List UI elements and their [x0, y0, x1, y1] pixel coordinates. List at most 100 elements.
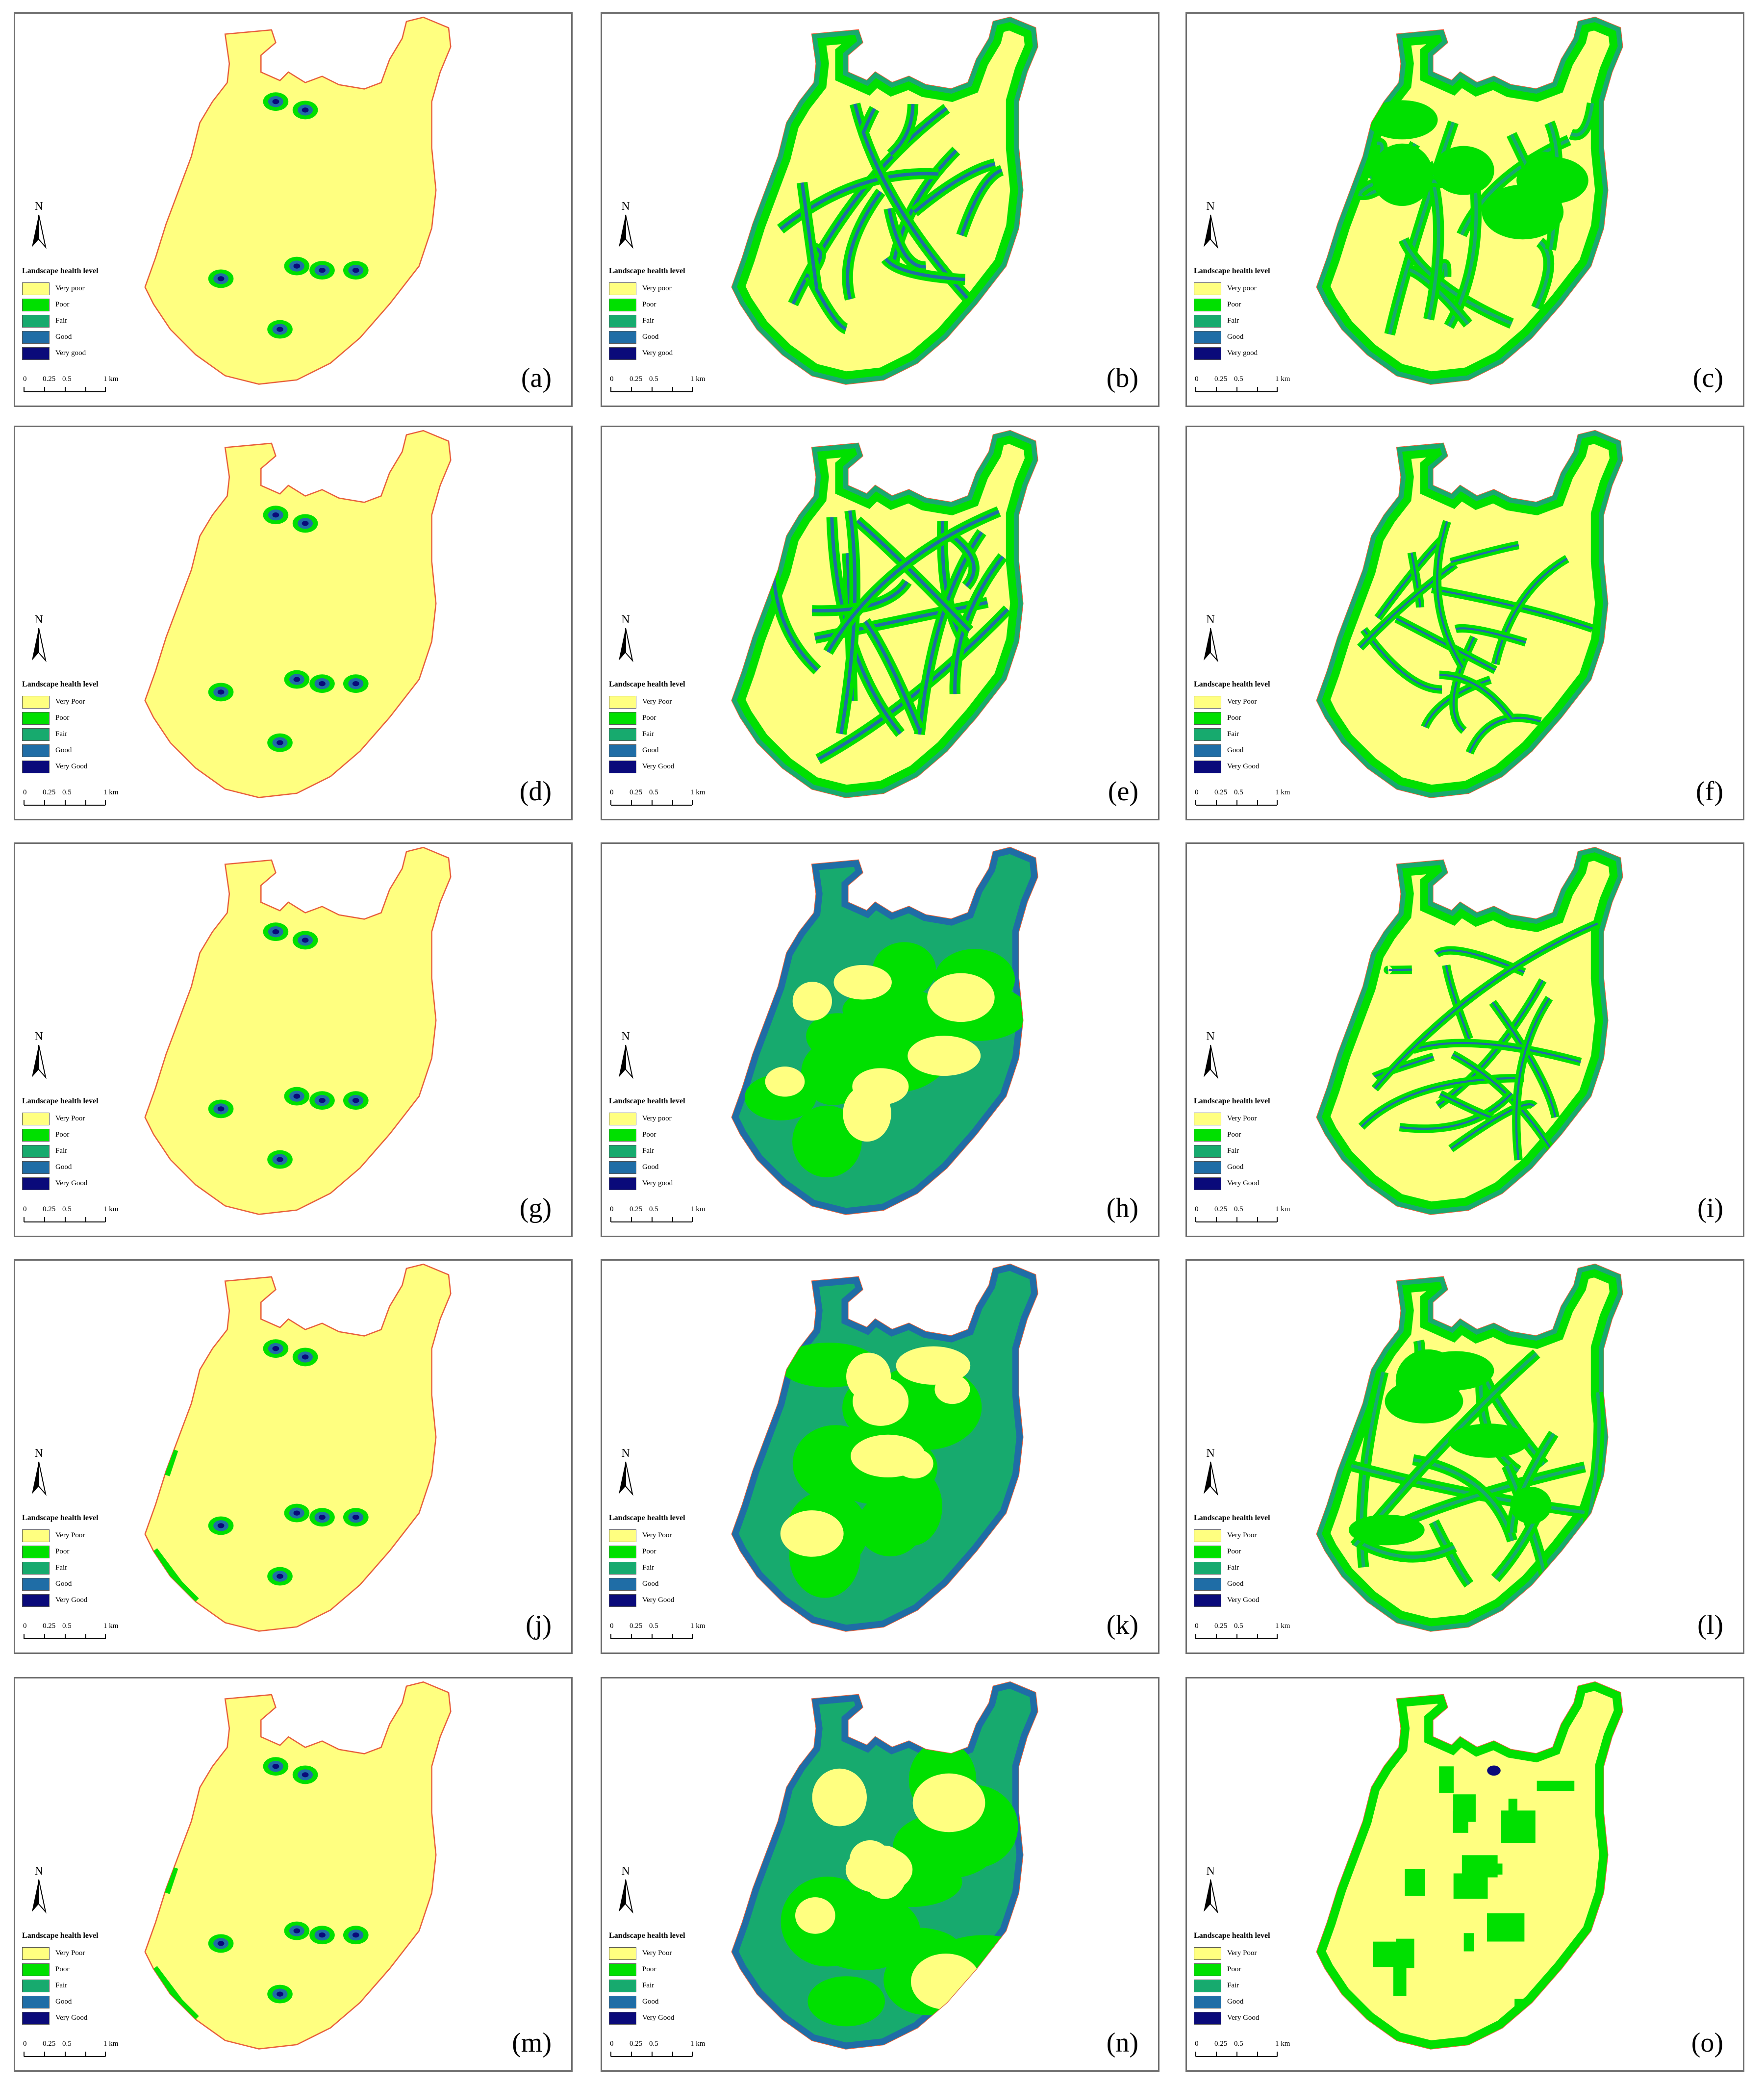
legend-item: Very Good — [609, 2010, 766, 2026]
legend-item: Very Poor — [609, 1945, 766, 1961]
health-classes — [731, 431, 1038, 798]
legend-item: Poor — [22, 710, 179, 726]
legend-item: Very poor — [609, 280, 766, 297]
scale-tick-label: 0.25 — [1214, 375, 1227, 383]
legend: N Landscape health level Very Poor Poor Fair… — [609, 1865, 766, 2026]
patch-very-good — [217, 689, 225, 695]
scale-tick-label: 0 — [1195, 1622, 1199, 1630]
legend-label: Fair — [642, 730, 655, 738]
patch-very-good — [277, 1574, 283, 1579]
legend-label: Very Good — [55, 762, 88, 770]
patch-poor — [792, 1105, 862, 1178]
legend-swatch — [22, 1979, 50, 1992]
legend-swatch — [22, 1144, 50, 1158]
legend-item: Poor — [1194, 1544, 1351, 1560]
corridor-core — [861, 107, 876, 133]
corridor-core — [1386, 968, 1412, 971]
corridor-core — [1437, 980, 1544, 1107]
edge-band — [1316, 1682, 1623, 2049]
legend-label: Good — [642, 1163, 659, 1171]
legend: N Landscape health level Very Poor Poor Fair… — [1194, 1030, 1351, 1192]
scale-tick-label: 0.25 — [43, 375, 55, 383]
corridor-core — [826, 509, 1000, 653]
north-arrow-icon: N — [32, 613, 47, 662]
legend-swatch — [1194, 1128, 1221, 1142]
north-arrow-left — [619, 1462, 626, 1494]
panel-label: (m) — [512, 2028, 552, 2058]
corridor-core — [1491, 1001, 1557, 1118]
corridor-core — [913, 162, 996, 213]
study-area-boundary — [1316, 16, 1623, 385]
scale-tick-label: 0.5 — [649, 375, 658, 383]
legend-label: Poor — [55, 714, 70, 722]
legend-label: Poor — [1227, 1548, 1241, 1555]
legend-item: Very good — [1194, 345, 1351, 361]
patch-very-poor — [845, 1846, 913, 1893]
patch-poor — [1393, 1964, 1407, 1996]
map-panel: N Landscape health level Very Poor Poor Fair… — [14, 1259, 573, 1654]
north-label: N — [1206, 200, 1214, 213]
legend-item: Very Poor — [22, 694, 179, 710]
corridor-core — [889, 104, 915, 156]
health-classes — [1316, 1264, 1623, 1631]
scale-bar: 0 0.25 0.5 1 km — [23, 1205, 119, 1222]
panel-label: (l) — [1697, 1610, 1723, 1640]
panel-label: (b) — [1106, 363, 1138, 393]
legend-label: Good — [55, 746, 72, 754]
north-arrow-left — [619, 1045, 626, 1077]
patch-very-good — [217, 1941, 225, 1946]
health-classes — [731, 847, 1038, 1215]
legend-label: Fair — [55, 730, 68, 738]
legend-label: Very Poor — [642, 1949, 672, 1957]
scale-tick-label: 0.5 — [1234, 2040, 1243, 2048]
patch-poor — [1373, 1941, 1401, 1967]
map-panel: N Landscape health level Very poor Poor Fair… — [1185, 12, 1744, 407]
patch-very-good — [319, 1515, 326, 1520]
legend-swatch — [1194, 712, 1221, 725]
health-classes — [208, 506, 369, 752]
map-panel: N Landscape health level Very Poor Poor Fair… — [14, 1677, 573, 2072]
legend-label: Very Good — [1227, 762, 1260, 770]
patch-poor — [1463, 1933, 1474, 1952]
north-arrow-left — [619, 215, 626, 247]
north-arrow-left — [32, 1880, 39, 1912]
scale-tick-label: 1 km — [690, 1205, 706, 1213]
legend: N Landscape health level Very poor Poor Fair… — [609, 1030, 766, 1192]
map-svg — [1316, 1681, 1623, 2050]
panel-label: (g) — [519, 1193, 552, 1223]
legend-swatch — [609, 1577, 636, 1591]
north-arrow-icon: N — [32, 200, 47, 249]
legend-title: Landscape health level — [1194, 267, 1270, 275]
legend-swatch — [22, 712, 50, 725]
legend-label: Very Poor — [55, 1949, 85, 1957]
scale-tick-label: 0.25 — [630, 2040, 642, 2048]
scale-tick-label: 0 — [1195, 375, 1199, 383]
panel-label: (e) — [1108, 776, 1138, 807]
legend-label: Very Good — [1227, 2014, 1260, 2022]
scale-tick-label: 1 km — [690, 2040, 706, 2048]
patch-very-poor — [812, 1768, 867, 1827]
north-arrow-icon: N — [1204, 1447, 1218, 1496]
north-arrow-right — [625, 1044, 633, 1079]
patch-very-good — [319, 1098, 326, 1103]
legend-item: Very Good — [609, 759, 766, 775]
legend-item: Very Good — [1194, 2010, 1351, 2026]
study-area-boundary — [144, 1681, 452, 2050]
map-svg — [731, 846, 1038, 1215]
patch-very-poor — [792, 982, 832, 1021]
scale-tick-label: 0.25 — [43, 1622, 55, 1630]
legend-item: Good — [609, 1159, 766, 1175]
study-area-boundary — [144, 846, 452, 1215]
legend-label: Good — [55, 1998, 72, 2006]
patch-very-good — [272, 1346, 279, 1351]
panel-label: (c) — [1692, 363, 1723, 393]
legend-swatch — [609, 1545, 636, 1558]
scale-tick-label: 0.25 — [630, 788, 642, 796]
scale-tick-label: 0.25 — [1214, 1205, 1227, 1213]
north-arrow-right — [625, 628, 633, 662]
scale-tick-label: 0 — [23, 788, 27, 796]
legend-title: Landscape health level — [609, 1932, 685, 1940]
north-arrow-right — [38, 1879, 47, 1914]
legend-label: Very Poor — [1227, 1531, 1257, 1539]
